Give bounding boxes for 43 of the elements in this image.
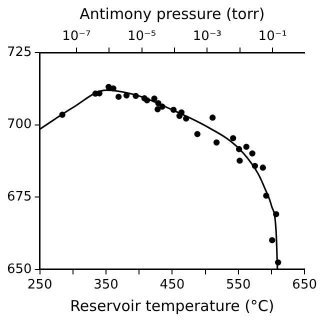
point <box>236 146 242 152</box>
x2-tick-label: 10⁻⁵ <box>128 29 156 44</box>
y-tick-label: 675 <box>6 190 32 205</box>
x-tick-label: 650 <box>292 278 318 293</box>
x-tick-label: 250 <box>27 278 52 293</box>
point <box>275 259 282 266</box>
point <box>154 106 161 112</box>
point <box>183 115 190 122</box>
x2-tick-label: 10⁻³ <box>192 29 222 44</box>
point <box>209 114 216 121</box>
point <box>132 92 139 100</box>
y-tick-label: 650 <box>6 262 32 277</box>
x-tick-label: 350 <box>94 278 118 293</box>
point <box>236 158 243 164</box>
point <box>59 112 66 118</box>
point <box>176 112 183 120</box>
x2-tick-label: 10⁻⁷ <box>62 29 91 44</box>
point <box>151 95 158 102</box>
y-tick-label: 700 <box>6 117 32 132</box>
point <box>194 131 200 138</box>
x2-axis-title: Antimony pressure (torr) <box>80 4 265 23</box>
x2-tick-label: 10⁻¹ <box>258 29 287 44</box>
point <box>115 94 122 100</box>
point <box>155 100 162 106</box>
point <box>110 85 116 92</box>
point <box>106 84 112 90</box>
point <box>144 97 150 104</box>
point <box>252 162 258 170</box>
x-tick-label: 450 <box>160 278 185 293</box>
point <box>249 150 256 157</box>
x-axis-title: Reservoir temperature (°C) <box>70 296 274 315</box>
point <box>230 135 236 142</box>
point <box>213 139 220 146</box>
point <box>269 237 276 244</box>
point <box>170 106 177 113</box>
y-tick-label: 725 <box>6 44 32 60</box>
point <box>263 192 270 199</box>
point <box>123 92 130 98</box>
point <box>273 211 280 218</box>
point <box>243 144 250 150</box>
point <box>159 104 166 110</box>
point <box>260 164 266 171</box>
x-tick-label: 550 <box>226 278 251 293</box>
